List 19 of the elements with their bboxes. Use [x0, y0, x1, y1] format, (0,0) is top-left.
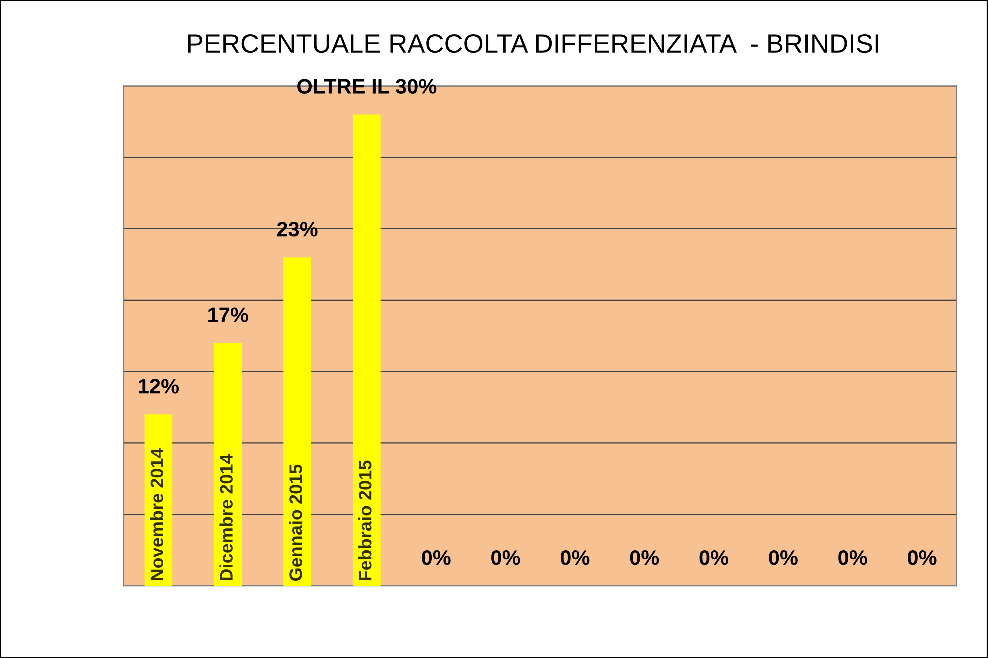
data-label: 0% [838, 550, 868, 566]
chart-title: PERCENTUALE RACCOLTA DIFFERENZIATA - BRINDISI [188, 34, 878, 54]
data-label: OLTRE IL 30% [298, 79, 437, 94]
data-label: 0% [422, 550, 451, 566]
data-label: 0% [560, 550, 590, 566]
x-tick-label: Dicembre 2014 [220, 454, 233, 581]
data-label: 0% [630, 550, 660, 566]
x-tick-label: Febbraio 2015 [358, 460, 372, 581]
data-label: 12% [139, 379, 179, 394]
bar [284, 258, 312, 586]
data-label: 17% [208, 308, 248, 322]
data-label: 0% [908, 550, 937, 566]
x-tick-label: Gennaio 2015 [289, 464, 302, 581]
x-tick-label: Novembre 2014 [150, 448, 164, 581]
data-label: 0% [700, 550, 729, 566]
data-label: 0% [492, 550, 520, 566]
bar [353, 114, 381, 586]
data-label: 0% [769, 550, 798, 566]
bar [214, 343, 242, 586]
